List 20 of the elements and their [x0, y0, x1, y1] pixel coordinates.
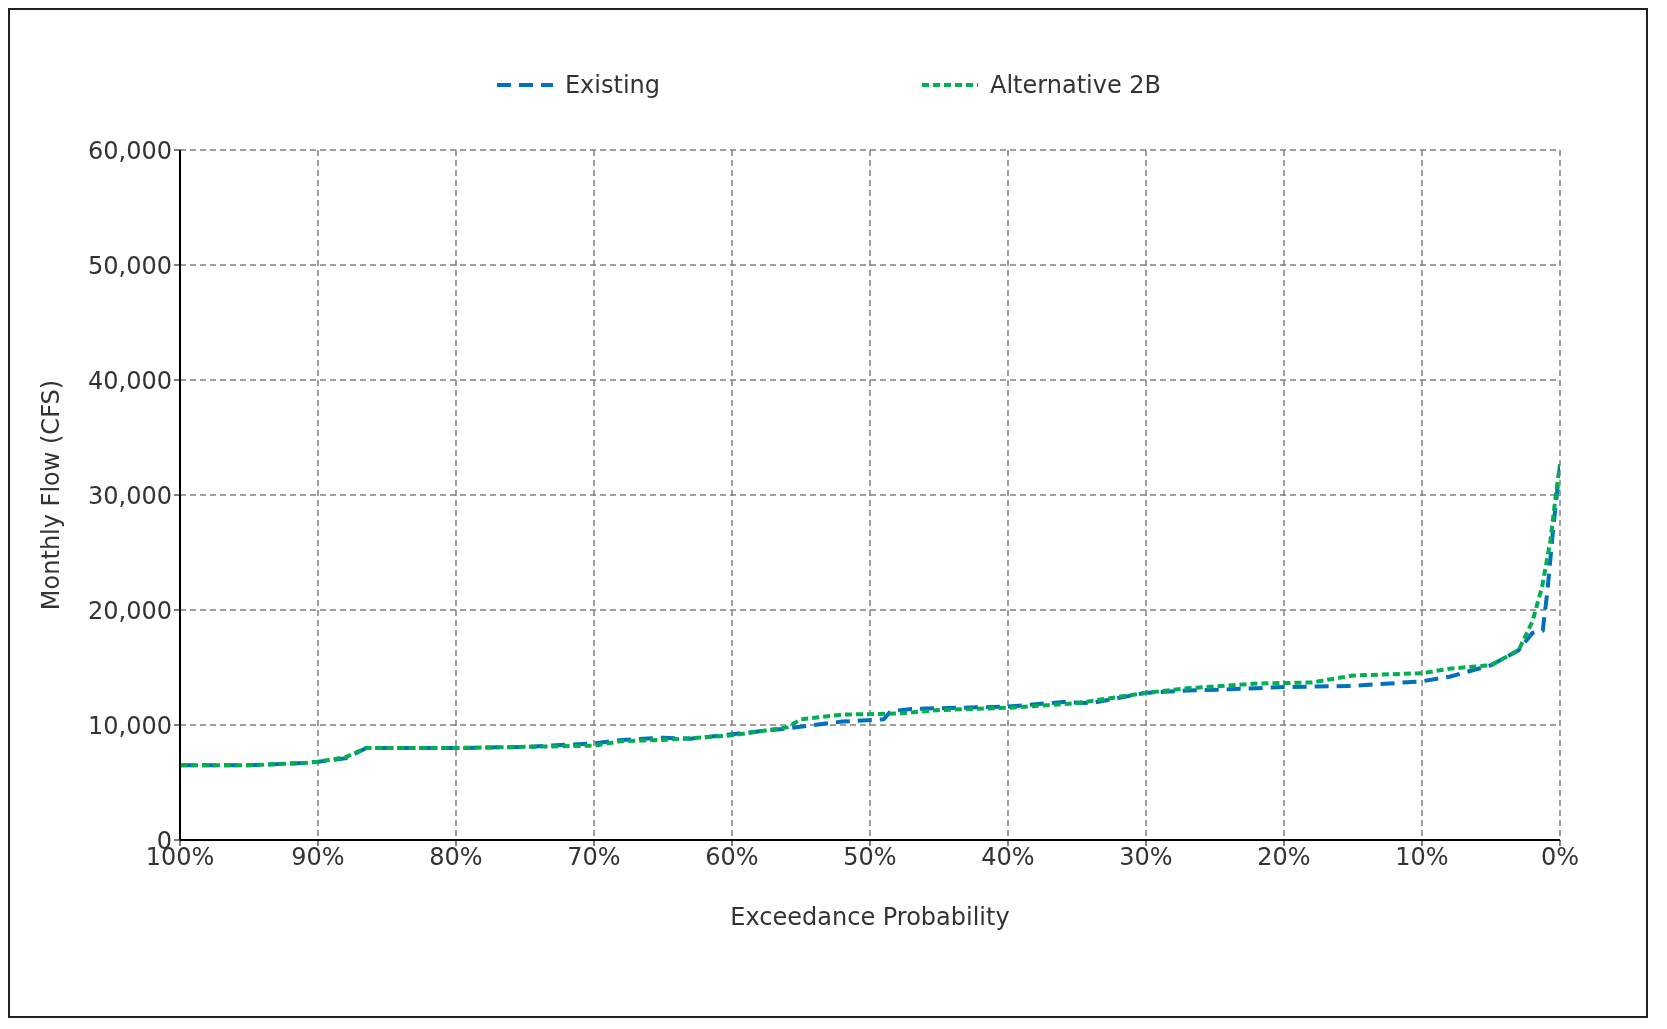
- x-tick-label: 90%: [291, 843, 345, 872]
- x-tick-label: 0%: [1540, 843, 1580, 872]
- x-tick-label: 20%: [1257, 843, 1311, 872]
- y-tick-label: 50,000: [88, 251, 172, 280]
- x-tick-label: 80%: [429, 843, 483, 872]
- x-axis-title: Exceedance Probability: [730, 903, 1010, 931]
- x-tick-label: 60%: [705, 843, 759, 872]
- x-tick-label: 10%: [1395, 843, 1449, 872]
- x-tick-label: 30%: [1119, 843, 1173, 872]
- x-tick-label: 50%: [843, 843, 897, 872]
- y-tick-label: 40,000: [88, 366, 172, 395]
- x-tick-label: 40%: [981, 843, 1035, 872]
- y-tick-label: 10,000: [88, 711, 172, 740]
- legend-label: Alternative 2B: [990, 71, 1162, 99]
- legend-label: Existing: [564, 71, 660, 99]
- y-tick-label: 30,000: [88, 481, 172, 510]
- x-tick-label: 70%: [567, 843, 621, 872]
- y-tick-label: 60,000: [88, 136, 172, 165]
- y-tick-label: 20,000: [88, 596, 172, 625]
- y-axis-title: Monthly Flow (CFS): [36, 379, 65, 611]
